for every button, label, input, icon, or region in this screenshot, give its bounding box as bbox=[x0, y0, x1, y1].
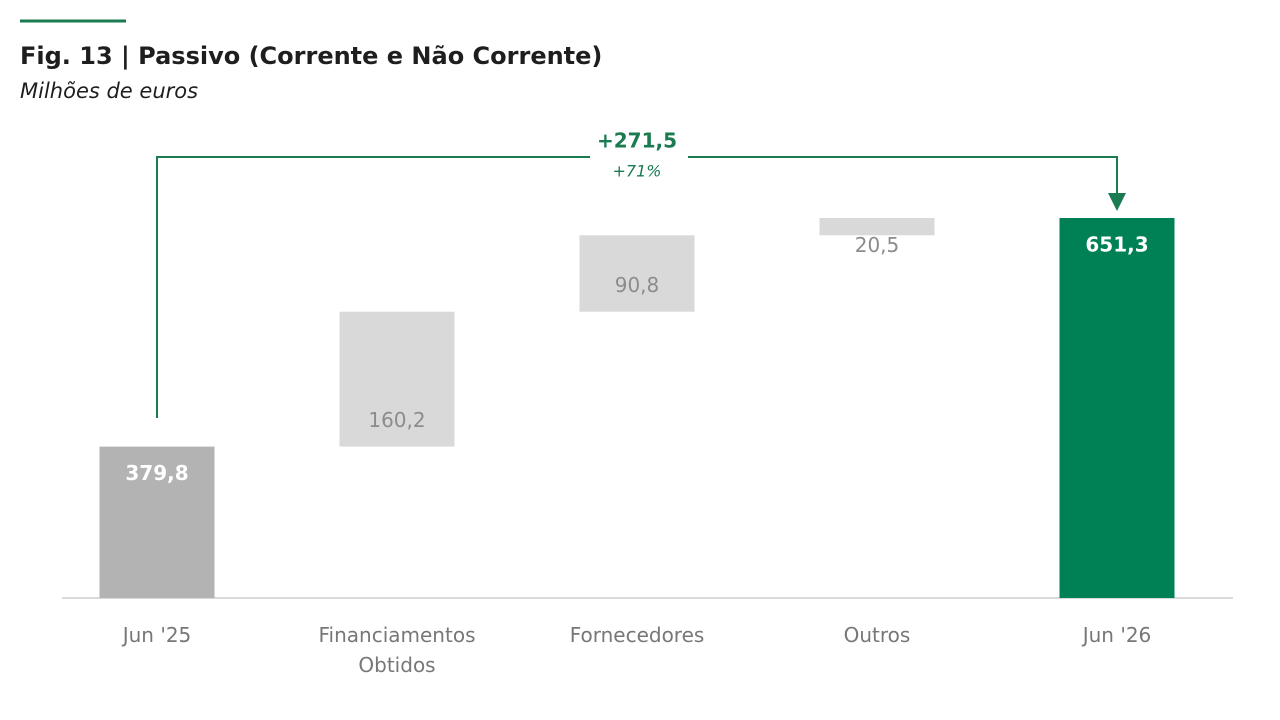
x-tick-label: Financiamentos Obtidos bbox=[318, 623, 476, 677]
value-label: 160,2 bbox=[368, 408, 425, 432]
value-label: 90,8 bbox=[615, 273, 660, 297]
bracket-arrow bbox=[1108, 193, 1126, 211]
x-tick-label: Jun '25 bbox=[122, 623, 192, 647]
bar bbox=[579, 235, 695, 312]
annotation: +271,5 bbox=[597, 129, 677, 153]
annotation-sub: +71% bbox=[613, 162, 662, 181]
bar bbox=[99, 446, 215, 598]
x-tick-label: Outros bbox=[843, 623, 911, 647]
value-label: 379,8 bbox=[125, 461, 188, 485]
x-tick-label: Jun '26 bbox=[1082, 623, 1152, 647]
x-tick-label: Fornecedores bbox=[569, 623, 705, 647]
bar bbox=[1059, 218, 1175, 598]
value-label: 20,5 bbox=[855, 233, 900, 257]
chart-subtitle: Milhões de euros bbox=[20, 79, 198, 103]
value-label: 651,3 bbox=[1085, 233, 1148, 257]
bar bbox=[819, 218, 935, 236]
bar bbox=[339, 311, 455, 447]
chart-title: Fig. 13 | Passivo (Corrente e Não Corren… bbox=[20, 42, 602, 70]
bracket bbox=[156, 156, 1118, 418]
